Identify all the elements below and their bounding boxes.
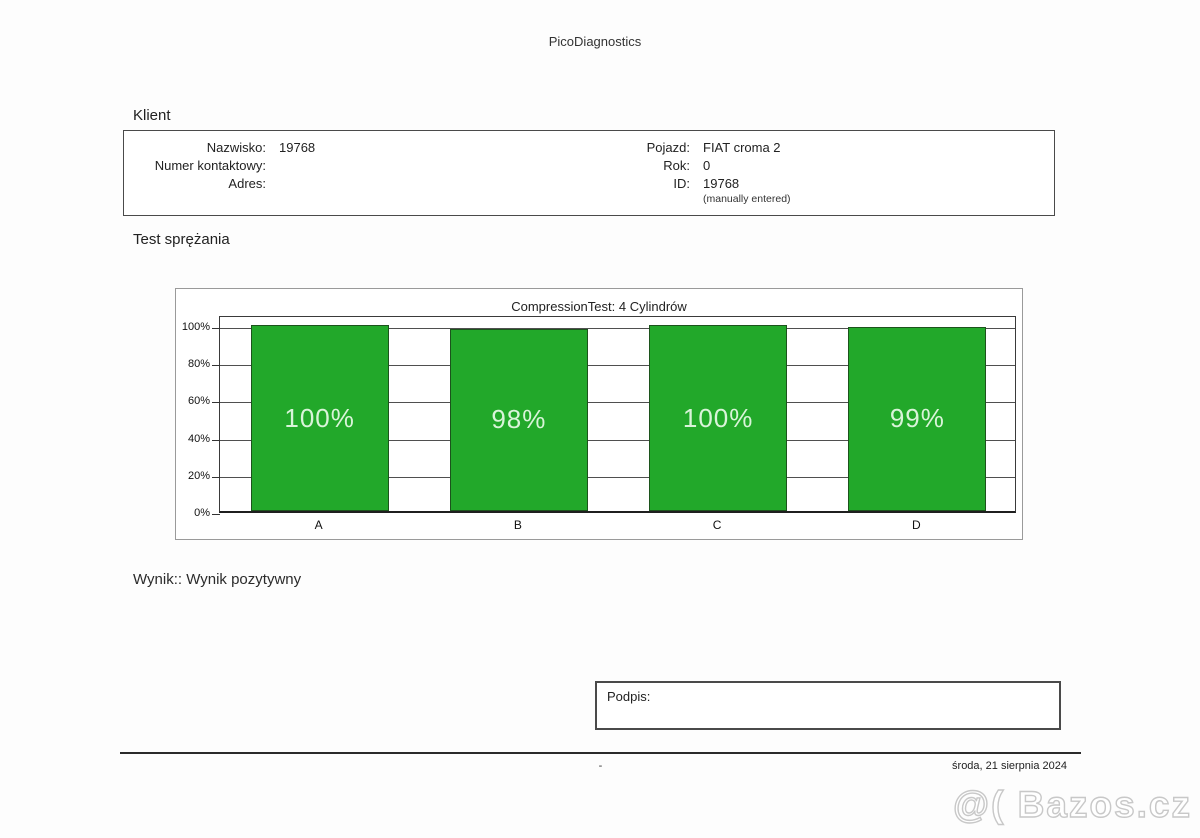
footer-date: środa, 21 sierpnia 2024 (952, 760, 1067, 772)
bar-cylinder-A: 100% (250, 325, 389, 511)
client-info-box: Nazwisko: 19768 Numer kontaktowy: Adres:… (123, 130, 1055, 216)
field-value: 19768 (703, 176, 740, 191)
field-label: Pojazd: (646, 140, 690, 155)
field-adres: Adres: (124, 175, 279, 193)
field-value: FIAT croma 2 (703, 140, 781, 155)
y-tickmark-60 (212, 402, 220, 404)
y-tickmark-40 (212, 439, 220, 441)
gridline-80 (220, 365, 1015, 367)
field-label: Rok: (663, 158, 690, 173)
bar-value-label: 98% (491, 404, 547, 435)
client-section-heading: Klient (133, 107, 171, 124)
field-label: Adres: (228, 176, 266, 191)
test-section-heading: Test sprężania (133, 231, 230, 248)
field-label: Numer kontaktowy: (154, 158, 266, 173)
chart-plot-area: 100% 98% 100% 99% (212, 316, 1016, 515)
report-title: PicoDiagnostics (548, 34, 642, 49)
chart-title: CompressionTest: 4 Cylindrów (511, 299, 687, 314)
signature-label: Podpis: (607, 689, 651, 704)
y-axis-label-100: 100% (181, 321, 210, 333)
x-axis-label-B: B (513, 518, 522, 532)
field-pojazd: Pojazd: FIAT croma 2 (604, 139, 781, 157)
bar-cylinder-C: 100% (649, 325, 788, 511)
footer-center-text: - (598, 760, 603, 772)
bar-value-label: 100% (284, 402, 355, 433)
signature-box: Podpis: (595, 681, 1061, 730)
bar-value-label: 99% (889, 403, 945, 434)
y-axis-label-80: 80% (187, 358, 210, 371)
y-tickmark-80 (212, 365, 220, 367)
footer-rule (120, 752, 1081, 754)
y-axis-label-20: 20% (187, 469, 210, 482)
gridline-100 (220, 328, 1015, 329)
result-line: Wynik:: Wynik pozytywny (133, 571, 301, 588)
field-nazwisko: Nazwisko: 19768 (124, 139, 315, 157)
manually-entered-note: (manually entered) (703, 193, 791, 205)
x-axis-label-D: D (912, 518, 921, 532)
field-label: ID: (673, 176, 690, 191)
field-value: 0 (703, 158, 711, 173)
field-id: ID: 19768 (604, 175, 739, 193)
x-axis-label-C: C (712, 518, 722, 532)
bazos-watermark: @( Bazos.cz (952, 783, 1192, 825)
gridline-20 (220, 476, 1015, 478)
y-tickmark-20 (212, 476, 220, 478)
x-axis-label-A: A (314, 518, 323, 532)
result-value: Wynik pozytywny (186, 571, 302, 588)
field-label: Nazwisko: (206, 140, 266, 155)
bar-cylinder-D: 99% (848, 326, 987, 511)
y-axis-label-0: 0% (194, 507, 210, 519)
y-axis-label-40: 40% (187, 432, 210, 445)
bar-value-label: 100% (682, 402, 754, 433)
compression-chart: CompressionTest: 4 Cylindrów 100% 98% 100%… (175, 288, 1023, 540)
result-label: Wynik:: (133, 571, 183, 588)
field-rok: Rok: 0 (604, 157, 710, 175)
y-tickmark-100 (212, 328, 220, 329)
field-value: 19768 (279, 140, 316, 155)
y-tickmark-0 (212, 514, 220, 515)
field-numer-kontaktowy: Numer kontaktowy: (124, 157, 279, 175)
y-axis-label-60: 60% (187, 395, 210, 408)
gridline-40 (220, 439, 1015, 441)
bar-cylinder-B: 98% (449, 328, 588, 511)
gridline-60 (220, 402, 1015, 404)
